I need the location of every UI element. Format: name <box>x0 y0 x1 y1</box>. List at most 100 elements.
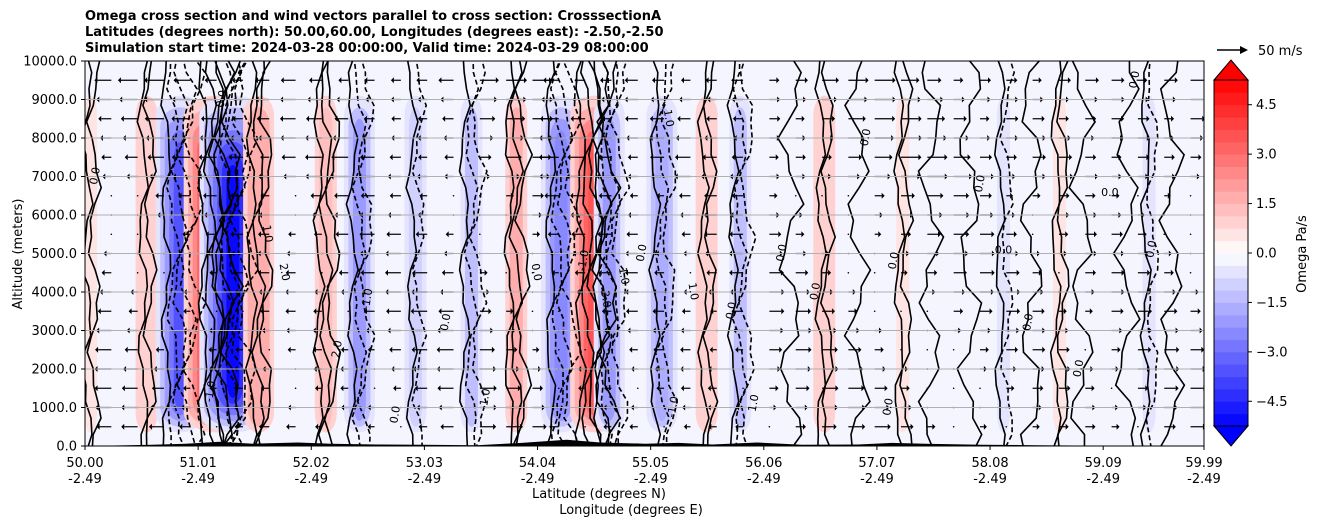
wind-vector <box>597 231 612 238</box>
contour-label: 0.0 <box>774 243 790 262</box>
wind-vector-head <box>878 231 882 238</box>
wind-vector-head <box>1065 115 1069 122</box>
wind-vector <box>1111 115 1125 122</box>
wind-vector <box>1190 346 1204 353</box>
wind-vector-head <box>706 269 710 276</box>
wind-vector <box>1006 115 1019 122</box>
terrain-profile <box>85 439 1204 446</box>
wind-vector <box>163 271 165 274</box>
contour-label: -1.0 <box>477 387 494 410</box>
title-line-3: Simulation start time: 2024-03-28 00:00:… <box>85 41 649 56</box>
colorbar-extend-max <box>1212 59 1250 81</box>
wind-vector-head <box>777 115 781 122</box>
wind-vector-head <box>549 423 553 430</box>
wind-vector-head <box>729 269 733 276</box>
y-tick-label: 5000.0 <box>32 247 78 262</box>
wind-vector <box>232 115 243 122</box>
wind-vector-head <box>1067 77 1071 84</box>
wind-vector <box>822 346 838 353</box>
x-tick-label-lon: -2.49 <box>68 472 102 487</box>
wind-vector <box>364 77 375 84</box>
wind-vector-head <box>203 192 207 199</box>
wind-vector <box>549 423 559 430</box>
wind-vector <box>340 346 349 353</box>
wind-vector <box>731 154 744 161</box>
wind-vector <box>1032 154 1046 161</box>
wind-vector <box>1111 154 1122 161</box>
wind-vector <box>173 77 191 84</box>
contour-labels: 0.00.01.02.02.0-1.00.0-1.00.0 -1.03.01.00… <box>87 70 1159 424</box>
wind-vector-head <box>656 385 660 392</box>
x-axis-label-lon: Longitude (degrees E) <box>559 503 703 518</box>
colorbar-segment <box>1214 265 1248 279</box>
wind-vector-head <box>986 115 990 122</box>
contour-label: 0.0 <box>807 282 823 301</box>
colorbar-extend-min <box>1212 425 1250 447</box>
wind-vector <box>183 385 191 392</box>
wind-vector <box>848 346 862 353</box>
wind-vector-head <box>709 346 713 353</box>
wind-vector-head <box>260 308 264 315</box>
wind-vector <box>652 308 665 315</box>
wind-vector <box>279 115 296 122</box>
wind-vector-head <box>120 115 124 122</box>
wind-vector-head <box>484 269 488 276</box>
wind-vector-head <box>436 346 440 353</box>
wind-vector <box>1137 77 1148 84</box>
wind-vector <box>795 115 805 122</box>
wind-vector-head <box>121 385 125 392</box>
wind-vector-head <box>78 193 81 199</box>
wind-vector-head <box>778 231 782 238</box>
wind-vector <box>70 385 85 391</box>
wind-vector-head <box>1016 269 1020 276</box>
wind-vector-head <box>653 346 657 353</box>
wind-vector <box>547 231 559 238</box>
wind-vector-head <box>144 77 148 84</box>
wind-vector-head <box>1014 77 1018 84</box>
wind-vector <box>417 115 428 122</box>
wind-vector-head <box>680 385 684 392</box>
wind-vector-head <box>258 423 262 430</box>
wind-vector <box>163 310 165 313</box>
wind-vector-head <box>654 269 658 276</box>
wind-vector-head <box>75 231 78 237</box>
wind-vector-head <box>281 154 285 161</box>
wind-vector <box>769 77 780 84</box>
wind-vector <box>927 269 938 276</box>
wind-vector <box>438 308 454 315</box>
wind-vector-head <box>305 154 309 161</box>
wind-vector-head <box>178 192 182 199</box>
wind-vector <box>412 269 428 276</box>
wind-vector <box>1085 77 1099 84</box>
wind-vector <box>136 194 139 197</box>
wind-vector <box>479 346 495 353</box>
contour-line <box>356 61 376 446</box>
wind-vector <box>710 308 717 315</box>
contour-label: -1.0 <box>575 249 592 272</box>
wind-vector-head <box>254 77 258 84</box>
wind-vector-head <box>389 346 393 353</box>
wind-vector <box>1137 115 1150 122</box>
x-tick-label-lat: 58.08 <box>971 456 1008 471</box>
wind-vector-head <box>1063 308 1067 315</box>
wind-vector-head <box>1174 308 1178 315</box>
wind-vector-head <box>940 192 944 199</box>
wind-vector-head <box>985 346 989 353</box>
wind-vector <box>847 233 850 236</box>
wind-vector-head <box>1040 385 1044 392</box>
wind-vector-head <box>1065 231 1069 238</box>
x-tick-label-lat: 50.00 <box>66 456 103 471</box>
wind-vector <box>626 308 638 315</box>
wind-vector <box>171 115 191 122</box>
wind-vector-head <box>652 77 656 84</box>
wind-vector-head <box>603 423 607 430</box>
wind-vector <box>901 115 922 122</box>
wind-vector-head <box>629 346 633 353</box>
wind-vector-head <box>258 231 262 238</box>
wind-vector <box>234 423 243 430</box>
wind-vector-head <box>835 385 839 392</box>
wind-vector <box>331 154 349 161</box>
wind-vector-head <box>363 308 367 315</box>
x-axis-label-lat: Latitude (degrees N) <box>532 487 666 502</box>
wind-vector-head <box>389 154 393 161</box>
